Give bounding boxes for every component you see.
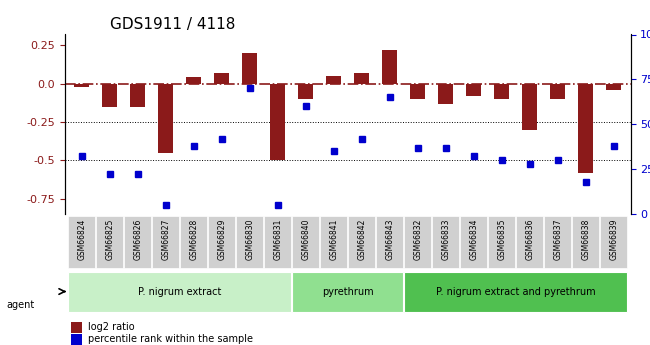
FancyBboxPatch shape [516,216,543,268]
Text: GSM66833: GSM66833 [441,218,450,260]
Text: GSM66826: GSM66826 [133,218,142,260]
Bar [71,322,82,333]
FancyBboxPatch shape [68,216,96,268]
FancyBboxPatch shape [209,216,235,268]
Text: pyrethrum: pyrethrum [322,287,374,296]
Text: GSM66842: GSM66842 [358,218,366,260]
Text: P. nigrum extract and pyrethrum: P. nigrum extract and pyrethrum [436,287,595,296]
FancyBboxPatch shape [265,216,291,268]
Text: GSM66839: GSM66839 [609,218,618,260]
Text: GSM66831: GSM66831 [273,218,282,260]
Text: GSM66843: GSM66843 [385,218,395,260]
FancyBboxPatch shape [68,272,291,312]
Text: GSM66828: GSM66828 [189,218,198,259]
Bar [130,83,146,107]
Text: GSM66830: GSM66830 [245,218,254,260]
Text: P. nigrum extract: P. nigrum extract [138,287,222,296]
FancyBboxPatch shape [544,216,571,268]
Bar [494,83,510,99]
Bar [522,83,538,130]
FancyBboxPatch shape [572,216,599,268]
Text: percentile rank within the sample: percentile rank within the sample [88,334,253,344]
FancyBboxPatch shape [124,216,151,268]
FancyBboxPatch shape [404,272,627,312]
Text: GSM66824: GSM66824 [77,218,86,260]
Bar [186,77,202,83]
FancyBboxPatch shape [237,216,263,268]
Bar [438,83,454,104]
Bar [270,83,285,160]
FancyBboxPatch shape [348,216,375,268]
Bar [606,83,621,90]
Text: GSM66834: GSM66834 [469,218,478,260]
Bar [102,83,118,107]
FancyBboxPatch shape [320,216,347,268]
Text: GSM66838: GSM66838 [581,218,590,260]
Text: log2 ratio: log2 ratio [88,322,135,332]
Text: GSM66840: GSM66840 [301,218,310,260]
FancyBboxPatch shape [600,216,627,268]
Text: GSM66835: GSM66835 [497,218,506,260]
Bar [74,83,90,87]
Bar [354,73,369,83]
Bar [298,83,313,99]
Bar [214,73,229,83]
FancyBboxPatch shape [292,272,403,312]
Text: GDS1911 / 4118: GDS1911 / 4118 [111,17,235,32]
Bar [382,50,397,83]
FancyBboxPatch shape [404,216,431,268]
Bar [326,76,341,83]
Bar [242,53,257,83]
FancyBboxPatch shape [180,216,207,268]
FancyBboxPatch shape [460,216,487,268]
FancyBboxPatch shape [152,216,179,268]
Bar [410,83,426,99]
Text: GSM66836: GSM66836 [525,218,534,260]
Text: GSM66827: GSM66827 [161,218,170,260]
FancyBboxPatch shape [376,216,403,268]
FancyBboxPatch shape [96,216,124,268]
FancyBboxPatch shape [488,216,515,268]
Text: GSM66829: GSM66829 [217,218,226,260]
Bar [158,83,174,152]
Text: GSM66837: GSM66837 [553,218,562,260]
Text: GSM66841: GSM66841 [330,218,338,260]
Text: agent: agent [6,300,34,310]
Text: GSM66832: GSM66832 [413,218,423,260]
Bar [71,334,82,345]
Text: GSM66825: GSM66825 [105,218,114,260]
Bar [466,83,482,96]
FancyBboxPatch shape [432,216,459,268]
Bar [550,83,566,99]
Bar [578,83,593,172]
FancyBboxPatch shape [292,216,319,268]
